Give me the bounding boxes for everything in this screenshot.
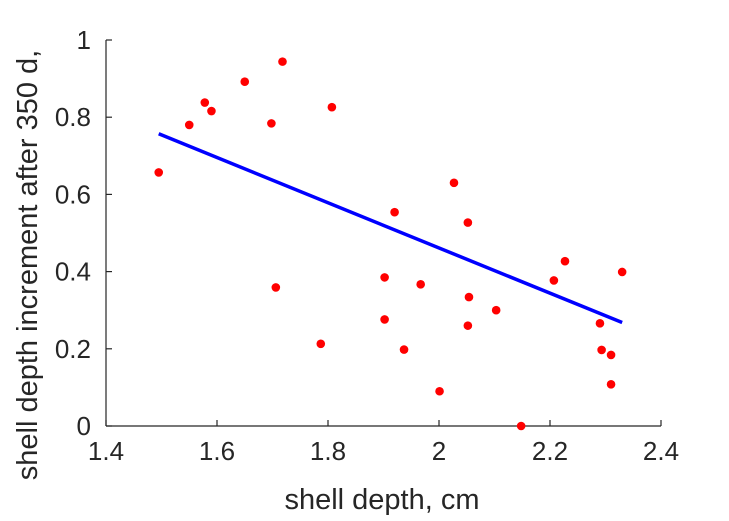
data-point [380, 273, 389, 282]
data-point [463, 218, 473, 227]
data-point [560, 256, 570, 266]
data-point [380, 315, 389, 324]
data-point [184, 120, 194, 130]
y-axis-label: shell depth increment after 350 d, [12, 50, 44, 480]
x-tick-label: 2.2 [532, 436, 568, 466]
data-point [271, 283, 281, 292]
data-point [435, 386, 444, 396]
y-tick-label: 0.8 [55, 102, 91, 132]
data-point [390, 207, 399, 217]
data-points [154, 57, 627, 431]
data-point [549, 276, 559, 285]
y-tick-label: 0 [77, 411, 91, 441]
data-point [278, 57, 287, 66]
data-point [491, 305, 501, 315]
data-point [207, 106, 216, 116]
y-tick-label: 1 [77, 25, 91, 55]
y-tick-label: 0.2 [55, 334, 91, 364]
data-point [399, 345, 409, 354]
y-tick-labels: 0 0.2 0.4 0.6 0.8 1 [55, 25, 91, 441]
x-tick-label: 1.4 [88, 436, 124, 466]
data-point [516, 421, 526, 431]
x-axis-label: shell depth, cm [284, 484, 479, 516]
data-point [449, 178, 459, 188]
data-point [327, 102, 337, 112]
data-point [240, 77, 250, 86]
x-tick-label: 1.8 [310, 436, 346, 466]
data-point [606, 380, 616, 389]
data-point [617, 267, 627, 277]
data-point [597, 345, 606, 355]
x-tick-label: 2.4 [643, 436, 679, 466]
data-point [200, 98, 210, 107]
data-point [154, 168, 164, 177]
data-point [463, 321, 473, 330]
data-point [595, 319, 605, 328]
x-tick-label: 2 [432, 436, 446, 466]
y-tick-label: 0.4 [55, 257, 91, 287]
fit-line-group [158, 132, 623, 325]
axes [105, 39, 662, 427]
data-point [316, 339, 326, 349]
data-point [267, 119, 276, 128]
data-point [464, 292, 474, 302]
y-tick-label: 0.6 [55, 179, 91, 209]
x-tick-label: 1.6 [199, 436, 235, 466]
data-point [606, 350, 616, 360]
fit-line [158, 132, 623, 325]
x-tick-labels: 1.4 1.6 1.8 2 2.2 2.4 [88, 436, 679, 466]
data-point [416, 280, 425, 289]
